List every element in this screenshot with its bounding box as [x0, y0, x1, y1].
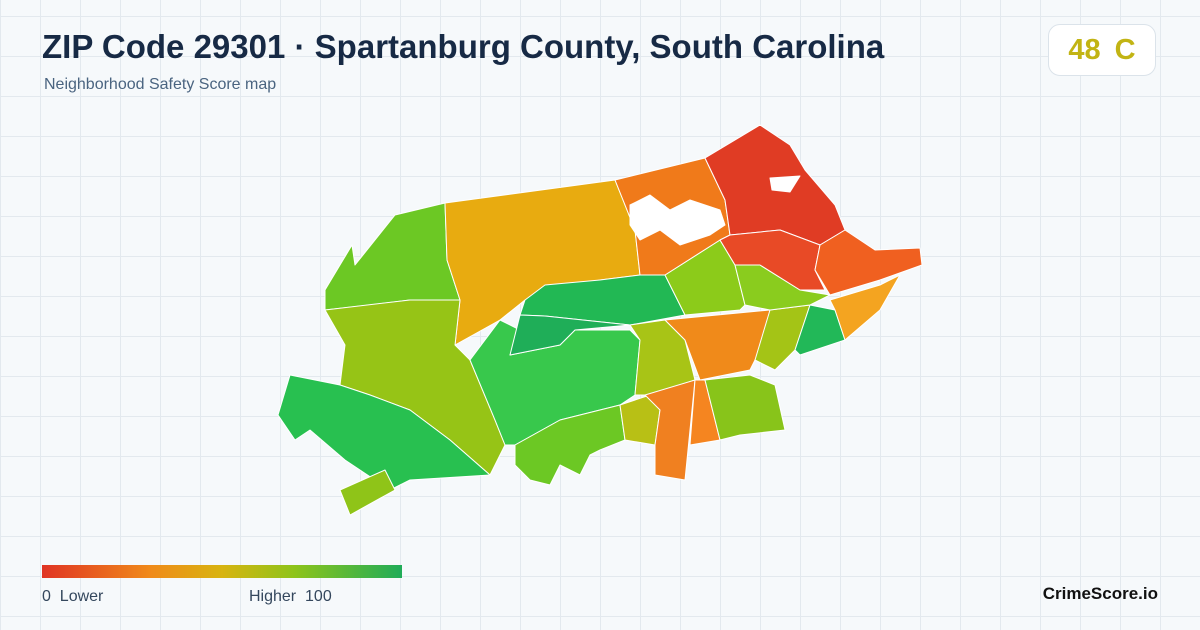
- region: [704, 374, 786, 441]
- subtitle: Neighborhood Safety Score map: [44, 76, 277, 93]
- legend-max-label: Higher: [249, 588, 297, 605]
- legend-max: Higher 100: [249, 588, 332, 606]
- score-badge: 48 C: [1048, 24, 1156, 76]
- title: ZIP Code 29301 · Spartanburg County, Sou…: [42, 28, 885, 65]
- region: [829, 274, 901, 341]
- region: [514, 404, 626, 486]
- brand: CrimeScore.io: [1042, 584, 1158, 603]
- legend-gradient: [42, 565, 402, 578]
- legend-min-value: 0: [42, 588, 51, 605]
- region: [339, 469, 396, 516]
- region: [814, 229, 923, 296]
- score-grade: C: [1114, 33, 1136, 66]
- legend-min: 0 Lower: [42, 588, 103, 606]
- region: [719, 229, 826, 291]
- region: [324, 202, 461, 311]
- legend-max-value: 100: [305, 588, 332, 605]
- map-hole: [629, 194, 726, 246]
- legend-min-label: Lower: [59, 588, 104, 605]
- map-hole: [769, 175, 801, 193]
- score-value: 48: [1068, 33, 1101, 66]
- region: [794, 304, 846, 356]
- region: [277, 374, 491, 491]
